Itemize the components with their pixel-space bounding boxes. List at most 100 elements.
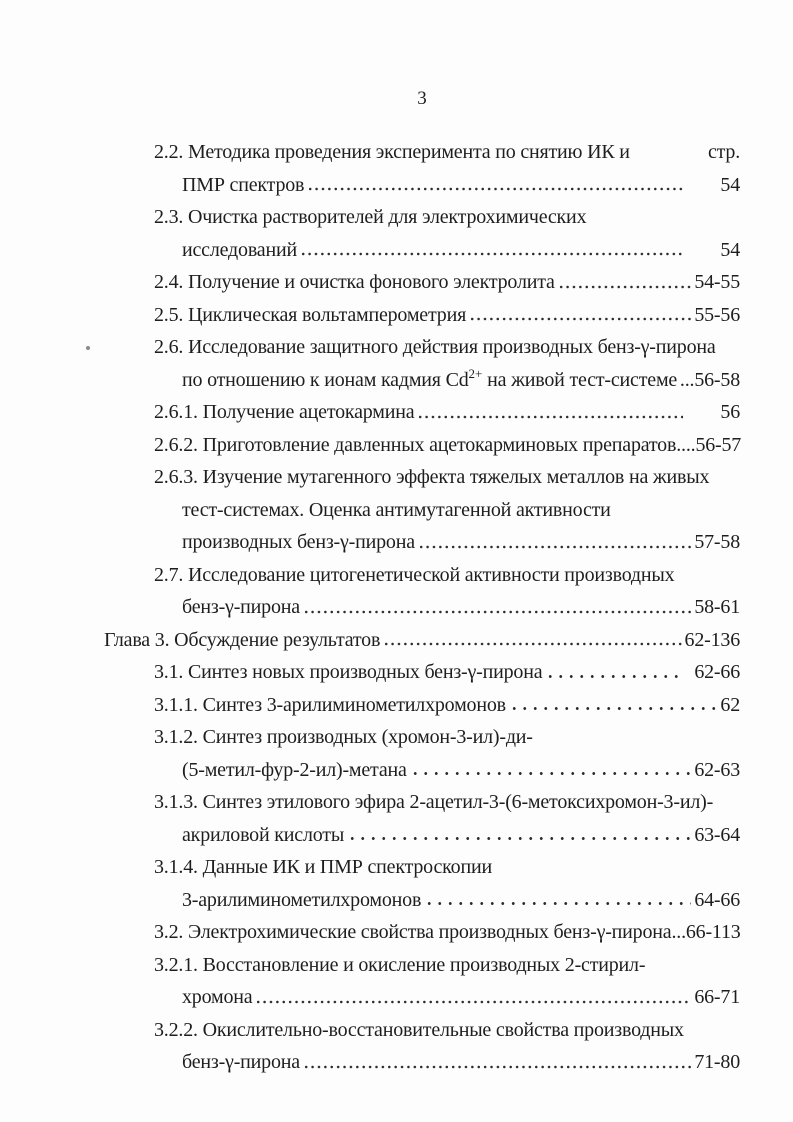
toc-line: 3.2.2. Окислительно-восстановительные св… [104,1014,740,1047]
toc-line: 2.6. Исследование защитного действия про… [104,331,740,364]
toc-line-text: 3.2.1. Восстановление и окисление произв… [154,953,646,976]
toc-line: 2.6.2. Приготовление давленных ацетокарм… [104,429,742,462]
toc-line-text: Глава 3. Обсуждение результатов [104,628,381,651]
dot-leader [302,1046,692,1069]
toc-line-text: тест-системах. Оценка антимутагенной акт… [182,498,611,521]
toc-line-text: 3.1.1. Синтез 3-арилиминометилхромонов [154,693,506,716]
toc-line: ПМР спектров 54 [104,168,740,202]
dot-leader [347,818,692,841]
toc-line: производных бенз-γ-пирона 57-58 [104,526,740,559]
page-ref: 58-61 [694,596,740,618]
dot-leader [557,266,692,289]
toc-line: 2.5. Циклическая вольтамперометрия 55-56 [104,298,740,332]
superscript: 2+ [468,365,483,381]
toc-line-text: бенз-γ-пирона [182,1051,300,1073]
dot-leader [424,883,692,906]
dot-leader [469,298,692,321]
toc-line-text: 3.1.2. Синтез производных (хромон-3-ил)-… [154,726,533,748]
table-of-contents: 2.2. Методика проведения эксперимента по… [104,136,742,1079]
spacer [630,136,708,169]
toc-line-text: 3.2. Электрохимические свойства производ… [154,921,672,943]
toc-line-text: 3.1.3. Синтез этилового эфира 2-ацетил-3… [154,791,714,813]
toc-line-text: 2.6.3. Изучение мутагенного эффекта тяже… [154,466,710,488]
scan-speck [86,346,90,350]
toc-line: 3.2. Электрохимические свойства производ… [104,916,741,949]
toc-line: тест-системах. Оценка антимутагенной акт… [104,494,740,527]
toc-line: акриловой кислоты 63-64 [104,818,740,852]
page-ref: 57-58 [694,531,740,553]
page-ref: 62 [720,693,740,716]
page-ref: 71-80 [694,1051,740,1073]
toc-line-text: акриловой кислоты [182,823,345,846]
toc-line: бенз-γ-пирона 58-61 [104,591,740,624]
toc-line-text: 2.5. Циклическая вольтамперометрия [154,303,467,326]
toc-line-text: по отношению к ионам кадмия Cd2+ на живо… [182,365,678,391]
toc-line-text: ПМР спектров [182,173,305,196]
toc-line: 2.3. Очистка растворителей для электрохи… [104,201,740,234]
dot-leader [255,981,692,1004]
dot-leader [307,168,683,191]
toc-line: 2.4. Получение и очистка фонового электр… [104,266,740,299]
toc-line-text: 3.1. Синтез новых производных бенз-γ-пир… [154,661,543,683]
toc-line-text: 2.6.2. Приготовление давленных ацетокарм… [154,433,677,456]
page-ref: 62-66 [694,661,740,683]
page-ref: 54 [720,238,740,261]
page-ref: 56-57 [695,433,742,456]
toc-line-text: 2.2. Методика проведения эксперимента по… [154,141,630,163]
toc-line-text: 3.1.4. Данные ИК и ПМР спектроскопии [154,856,492,878]
toc-line-text: 2.6.1. Получение ацетокармина [154,401,415,423]
dot-leader [383,623,682,646]
dot-leader-text: .... [676,433,696,456]
toc-line: 3.1.1. Синтез 3-арилиминометилхромонов 6… [104,688,740,722]
toc-line-text: хромона [182,986,253,1008]
toc-line: 3-арилиминометилхромонов 64-66 [104,883,740,917]
toc-line-text: 2.7. Исследование цитогенетической актив… [154,563,675,586]
dot-leader [409,753,692,776]
toc-line-text: 3.2.2. Окислительно-восстановительные св… [154,1018,684,1041]
toc-line: 3.1.3. Синтез этилового эфира 2-ацетил-3… [104,786,740,819]
toc-line: 2.6.3. Изучение мутагенного эффекта тяже… [104,461,740,494]
dot-leader-text: ... [671,921,686,943]
toc-line: 3.1. Синтез новых производных бенз-γ-пир… [104,656,740,689]
page-ref: 66-71 [694,986,740,1008]
dot-leader [545,656,685,679]
page-column-header: стр. [707,141,740,163]
page-ref: 63-64 [694,823,740,846]
toc-line: 2.2. Методика проведения эксперимента по… [104,136,740,169]
toc-line: 3.2.1. Восстановление и окисление произв… [104,949,740,982]
dot-leader [300,233,683,256]
toc-line-text: производных бенз-γ-пирона [182,531,415,553]
toc-line-text: 2.4. Получение и очистка фонового электр… [154,271,555,293]
page-ref: 56 [720,401,740,423]
page-ref: 64-66 [694,888,740,911]
toc-line: исследований 54 [104,233,740,267]
toc-line: (5-метил-фур-2-ил)-метана 62-63 [104,753,740,787]
page-number: 3 [417,88,427,109]
toc-line: 3.1.2. Синтез производных (хромон-3-ил)-… [104,721,740,754]
toc-line: 2.6.1. Получение ацетокармина 56 [104,396,740,429]
toc-line: бенз-γ-пирона 71-80 [104,1046,740,1079]
dot-leader [508,688,718,711]
toc-line-text: (5-метил-фур-2-ил)-метана [182,758,407,781]
page-ref: 56-58 [694,368,740,391]
page-ref: 62-136 [684,628,741,651]
toc-line-text: 2.3. Очистка растворителей для электрохи… [154,206,587,228]
toc-line-text: бенз-γ-пирона [182,596,300,618]
toc-line-text: 3-арилиминометилхромонов [182,888,422,911]
dot-leader [417,526,692,549]
dot-leader [417,396,683,419]
toc-line-text: 2.6. Исследование защитного действия про… [154,336,716,358]
toc-line: 3.1.4. Данные ИК и ПМР спектроскопии [104,851,740,884]
toc-line: по отношению к ионам кадмия Cd2+ на живо… [104,364,740,397]
dot-leader [302,591,692,614]
toc-line: 2.7. Исследование цитогенетической актив… [104,559,740,592]
page-ref: 66-113 [685,921,741,943]
dot-leader-text: ... [679,368,695,391]
page-ref: 54-55 [694,271,740,293]
toc-line-text: исследований [182,238,297,261]
page-ref: 62-63 [694,758,740,781]
page-ref: 54 [720,173,740,196]
page-ref: 55-56 [694,303,740,326]
toc-line: Глава 3. Обсуждение результатов 62-136 [104,623,741,657]
toc-line: хромона 66-71 [104,981,740,1014]
